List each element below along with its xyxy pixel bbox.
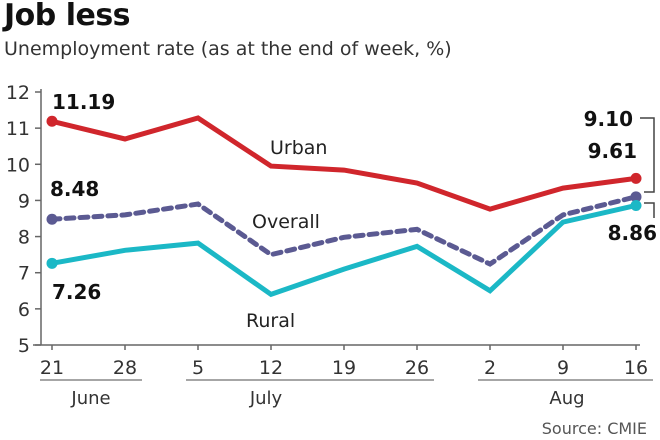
series-line-overall bbox=[49, 194, 639, 267]
x-tick-label: 16 bbox=[624, 357, 648, 379]
x-tick-label: 5 bbox=[192, 357, 204, 379]
series-lines bbox=[49, 115, 639, 298]
source-note: Source: CMIE bbox=[542, 419, 647, 438]
y-tick-label: 8 bbox=[18, 227, 30, 249]
data-point-urban bbox=[630, 172, 642, 184]
x-tick-label: 12 bbox=[259, 357, 283, 379]
series-line-urban bbox=[51, 115, 637, 212]
data-label-rural-start: 7.26 bbox=[52, 280, 101, 304]
series-label-overall: Overall bbox=[252, 211, 320, 233]
y-tick-label: 11 bbox=[6, 118, 30, 140]
data-label-urban-end: 9.61 bbox=[588, 139, 637, 163]
y-tick-label: 9 bbox=[18, 190, 30, 212]
data-label-overall-start: 8.48 bbox=[50, 177, 99, 201]
month-groups: June July Aug bbox=[40, 379, 653, 409]
chart-subtitle: Unemployment rate (as at the end of week… bbox=[4, 38, 452, 60]
data-label-rural-end: 8.86 bbox=[608, 221, 657, 245]
x-axis-ticks: 21 28 5 12 19 26 2 9 16 bbox=[40, 345, 648, 379]
series-label-rural: Rural bbox=[246, 310, 295, 332]
data-point-rural bbox=[46, 257, 58, 269]
x-tick-label: 26 bbox=[405, 357, 429, 379]
month-label: June bbox=[70, 388, 110, 409]
data-point-rural bbox=[630, 199, 642, 211]
y-tick-label: 7 bbox=[18, 263, 30, 285]
data-label-urban-start: 11.19 bbox=[52, 90, 115, 114]
x-tick-label: 21 bbox=[40, 357, 64, 379]
x-tick-label: 9 bbox=[557, 357, 569, 379]
chart-title: Job less bbox=[4, 0, 131, 33]
data-point-overall bbox=[46, 213, 58, 225]
x-tick-label: 19 bbox=[332, 357, 356, 379]
data-point-overall bbox=[630, 191, 642, 203]
rural-end-bracket bbox=[644, 202, 655, 218]
series-line-rural bbox=[51, 203, 637, 298]
y-tick-label: 5 bbox=[18, 335, 30, 357]
month-label: July bbox=[249, 388, 283, 409]
x-tick-label: 28 bbox=[113, 357, 137, 379]
y-tick-label: 6 bbox=[18, 299, 30, 321]
axes bbox=[33, 89, 640, 346]
series-label-urban: Urban bbox=[270, 137, 327, 159]
y-tick-label: 10 bbox=[6, 154, 30, 176]
month-label: Aug bbox=[549, 388, 584, 409]
overall-end-bracket bbox=[640, 117, 655, 193]
y-axis-ticks: 5 6 7 8 9 10 11 12 bbox=[6, 82, 41, 357]
series-points bbox=[46, 115, 642, 269]
x-tick-label: 2 bbox=[484, 357, 496, 379]
data-label-overall-end: 9.10 bbox=[584, 107, 633, 131]
y-tick-label: 12 bbox=[6, 82, 30, 104]
data-point-urban bbox=[46, 115, 58, 127]
